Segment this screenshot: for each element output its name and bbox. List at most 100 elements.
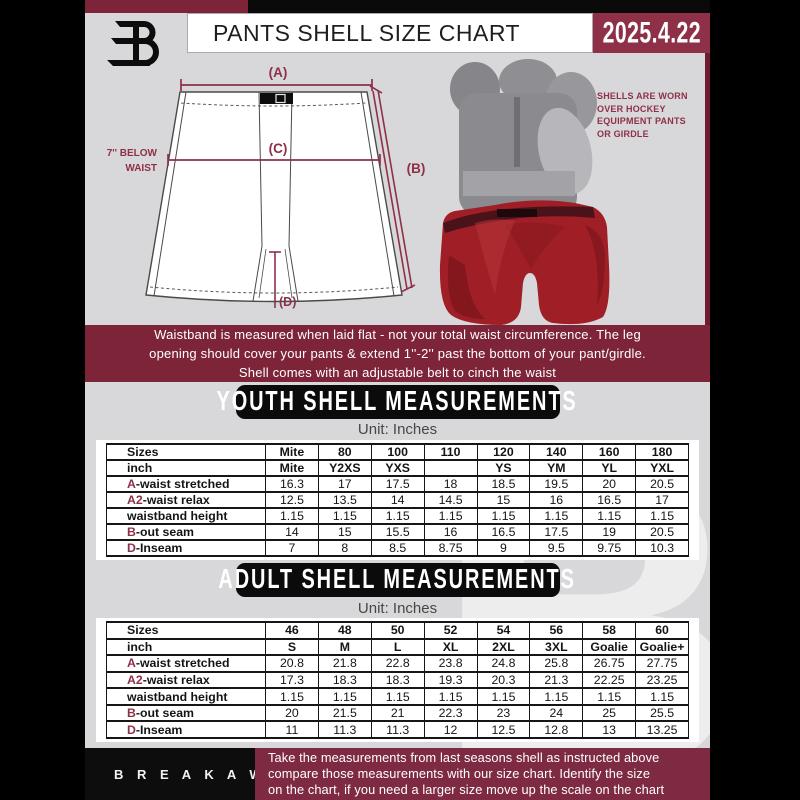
- table-row: inch S M L XL 2XL 3XL Goalie Goalie+: [106, 637, 689, 657]
- size-header-cell: 52: [423, 621, 478, 640]
- value-cell: 20.8: [265, 654, 319, 673]
- value-cell: M: [317, 637, 372, 657]
- size-header-cell: 54: [476, 621, 531, 640]
- value-cell: 17.5: [370, 475, 425, 493]
- value-cell: 11.3: [370, 720, 425, 739]
- adult-table-card: Sizes 46 48 50 52 54 56 58 60 inch S M L XL 2XL 3XL Goal…: [96, 618, 699, 742]
- footer-instructions: Take the measurements from last seasons …: [255, 748, 710, 800]
- value-cell: 12.8: [529, 720, 584, 739]
- table-row: B-out seam 14 15 15.5 16 16.5 17.5 19 20.5: [106, 523, 689, 541]
- breakaway-logo-icon: [107, 21, 159, 66]
- row-label-cell: waistband height: [106, 507, 266, 525]
- value-cell: Y2XS: [317, 459, 372, 477]
- value-cell: 24: [529, 703, 584, 723]
- table-row: A2-waist relax 12.5 13.5 14 14.5 15 16 16.5 17: [106, 491, 689, 509]
- adult-section-heading: ADULT SHELL MEASUREMENTS: [218, 564, 577, 595]
- size-header-cell: 100: [370, 443, 425, 461]
- table-row: B-out seam 20 21.5 21 22.3 23 24 25 25.5: [106, 703, 689, 723]
- value-cell: 8: [317, 539, 372, 557]
- row-label-cell: A2-waist relax: [106, 491, 266, 509]
- table-row: waistband height 1.15 1.15 1.15 1.15 1.15 1.15…: [106, 687, 689, 706]
- measure-letter: D: [127, 722, 136, 737]
- value-cell: 14.5: [423, 491, 478, 509]
- value-cell: 8.75: [423, 539, 478, 557]
- row-label-cell: A2-waist relax: [106, 670, 266, 690]
- row-label-cell: inch: [106, 459, 266, 477]
- measure-label-a: (A): [269, 65, 288, 80]
- value-cell: 9.5: [529, 539, 584, 557]
- youth-table-card: Sizes Mite 80 100 110 120 140 160 180 inch Mite Y2X…: [96, 440, 699, 560]
- adult-size-table: Sizes 46 48 50 52 54 56 58 60 inch S M L XL 2XL 3XL Goal…: [106, 621, 689, 739]
- row-label-cell: Sizes: [106, 621, 266, 640]
- size-header-cell: Mite: [265, 443, 319, 461]
- value-cell: 19.5: [529, 475, 584, 493]
- measure-label-d: (D): [279, 295, 296, 309]
- row-label-cell: B-out seam: [106, 523, 266, 541]
- youth-section-banner: YOUTH SHELL MEASUREMENTS: [217, 385, 576, 419]
- youth-section-heading: YOUTH SHELL MEASUREMENTS: [216, 386, 579, 417]
- value-cell: 13.5: [317, 491, 372, 509]
- value-cell: 11.3: [317, 720, 372, 739]
- table-row: A-waist stretched 20.8 21.8 22.8 23.8 24.8 25.…: [106, 654, 689, 673]
- footer: B R E A K A W A Y Take the measurements …: [85, 748, 710, 800]
- value-cell: YS: [476, 459, 531, 477]
- value-cell: 21.5: [317, 703, 372, 723]
- value-cell: 1.15: [529, 507, 584, 525]
- value-cell: 1.15: [582, 507, 637, 525]
- value-cell: 16: [529, 491, 584, 509]
- measurement-info-banner: Waistband is measured when laid flat - n…: [85, 325, 710, 382]
- measure-label-b: (B): [407, 161, 426, 176]
- value-cell: [423, 459, 478, 477]
- value-cell: YXL: [635, 459, 689, 477]
- date-label: 2025.4.22: [602, 15, 701, 49]
- size-header-cell: 58: [582, 621, 637, 640]
- value-cell: 13: [582, 720, 637, 739]
- table-row: D-Inseam 7 8 8.5 8.75 9 9.5 9.75 10.3: [106, 539, 689, 557]
- value-cell: 21.3: [529, 670, 584, 690]
- value-cell: 20.5: [635, 475, 689, 493]
- value-cell: 20.3: [476, 670, 531, 690]
- measure-label-c: (C): [269, 141, 288, 156]
- right-accent-strip: [705, 53, 710, 325]
- value-cell: 25: [582, 703, 637, 723]
- size-header-cell: 160: [582, 443, 637, 461]
- value-cell: YXS: [370, 459, 425, 477]
- size-header-cell: 60: [635, 621, 689, 640]
- row-label-cell: D-Inseam: [106, 720, 266, 739]
- size-header-cell: 46: [265, 621, 319, 640]
- measure-letter: A: [127, 477, 136, 491]
- value-cell: L: [370, 637, 425, 657]
- value-cell: 27.75: [635, 654, 689, 673]
- date-box: 2025.4.22: [593, 13, 710, 53]
- row-label-cell: inch: [106, 637, 266, 657]
- measure-letter: A: [127, 656, 136, 671]
- value-cell: 18.3: [370, 670, 425, 690]
- value-cell: 2XL: [476, 637, 531, 657]
- value-cell: 23.25: [635, 670, 689, 690]
- value-cell: 1.15: [635, 687, 689, 706]
- value-cell: YM: [529, 459, 584, 477]
- value-cell: YL: [582, 459, 637, 477]
- size-header-cell: 56: [529, 621, 584, 640]
- footer-brand-block: B R E A K A W A Y: [85, 748, 306, 800]
- value-cell: 10.3: [635, 539, 689, 557]
- measure-letter: B: [127, 706, 136, 721]
- value-cell: 19: [582, 523, 637, 541]
- title-box: PANTS SHELL SIZE CHART: [187, 13, 593, 53]
- table-row: A-waist stretched 16.3 17 17.5 18 18.5 19.5 20 2…: [106, 475, 689, 493]
- value-cell: 15: [476, 491, 531, 509]
- value-cell: 19.3: [423, 670, 478, 690]
- measurement-info-text: Waistband is measured when laid flat - n…: [149, 327, 646, 380]
- value-cell: 8.5: [370, 539, 425, 557]
- value-cell: 12.5: [265, 491, 319, 509]
- size-header-cell: 110: [423, 443, 478, 461]
- value-cell: 25.8: [529, 654, 584, 673]
- value-cell: 11: [265, 720, 319, 739]
- value-cell: 21.8: [317, 654, 372, 673]
- value-cell: 16.3: [265, 475, 319, 493]
- shell-photo: [439, 59, 610, 325]
- value-cell: XL: [423, 637, 478, 657]
- value-cell: 1.15: [423, 687, 478, 706]
- table-row: waistband height 1.15 1.15 1.15 1.15 1.15 1.15…: [106, 507, 689, 525]
